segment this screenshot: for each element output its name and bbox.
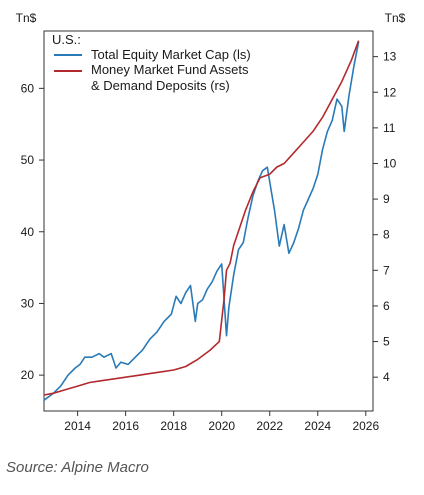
right-tick-label: 13 xyxy=(383,50,397,64)
x-tick-label: 2024 xyxy=(304,419,331,433)
x-tick-label: 2022 xyxy=(256,419,283,433)
right-tick-label: 5 xyxy=(383,335,390,349)
left-axis: 20 30 40 50 60 xyxy=(21,81,44,382)
right-tick-label: 9 xyxy=(383,192,390,206)
series-line-money-market-deposits xyxy=(43,40,360,396)
legend-label-money-market-line2: & Demand Deposits (rs) xyxy=(91,78,230,93)
right-tick-label: 7 xyxy=(383,263,390,277)
right-tick-label: 4 xyxy=(383,370,390,384)
right-axis-unit: Tn$ xyxy=(385,11,406,25)
right-tick-label: 10 xyxy=(383,156,397,170)
legend-title: U.S.: xyxy=(52,32,81,47)
left-tick-label: 30 xyxy=(21,296,35,310)
source-caption: Source: Alpine Macro xyxy=(6,459,149,476)
x-tick-label: 2026 xyxy=(352,419,379,433)
legend-label-equity: Total Equity Market Cap (ls) xyxy=(91,47,251,62)
x-tick-label: 2016 xyxy=(112,419,139,433)
right-tick-label: 8 xyxy=(383,228,390,242)
left-tick-label: 20 xyxy=(21,368,35,382)
x-axis: 2014 2016 2018 2020 2022 2024 2026 xyxy=(64,411,379,433)
right-tick-label: 11 xyxy=(383,121,396,135)
left-tick-label: 40 xyxy=(21,225,35,239)
legend: U.S.: Total Equity Market Cap (ls) Money… xyxy=(52,32,251,93)
right-axis: 4 5 6 7 8 9 10 11 12 13 xyxy=(373,50,397,384)
x-tick-label: 2014 xyxy=(64,419,91,433)
right-tick-label: 6 xyxy=(383,299,390,313)
left-tick-label: 60 xyxy=(21,81,35,95)
x-tick-label: 2018 xyxy=(160,419,187,433)
left-tick-label: 50 xyxy=(21,153,35,167)
series-line-equity-market-cap xyxy=(43,41,360,401)
plot-frame xyxy=(43,30,374,412)
legend-label-money-market-line1: Money Market Fund Assets xyxy=(91,62,249,77)
right-tick-label: 12 xyxy=(383,85,397,99)
left-axis-unit: Tn$ xyxy=(16,11,37,25)
x-tick-label: 2020 xyxy=(208,419,235,433)
series-layer xyxy=(43,40,360,401)
